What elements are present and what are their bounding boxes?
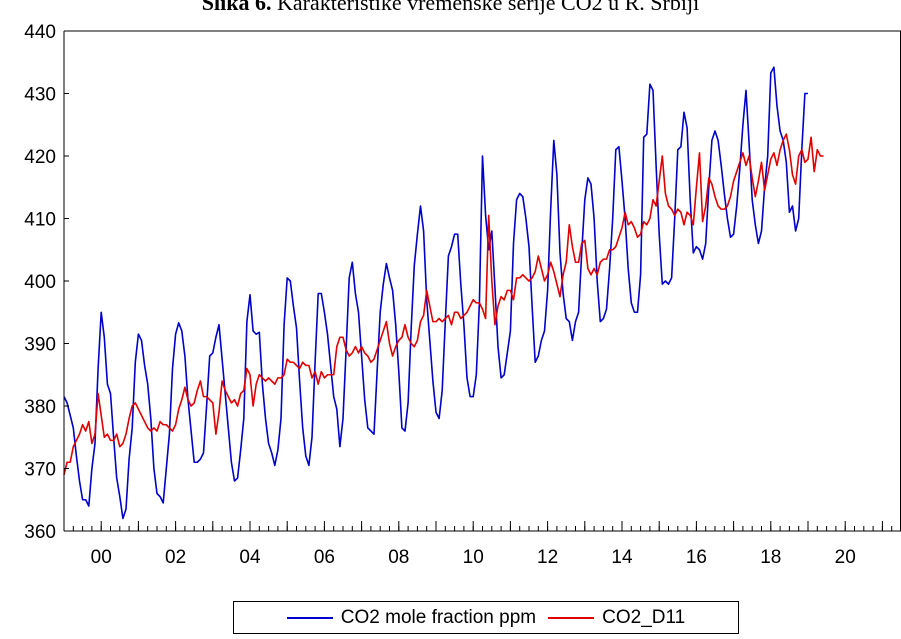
x-tick-label: 06 [314, 547, 335, 568]
y-tick-label: 410 [24, 210, 56, 231]
series-line-co2-d11 [63, 133, 824, 475]
legend-swatch-co2 [286, 616, 333, 619]
chart-title-text: Karakteristike vremenske serije CO2 u R.… [277, 0, 700, 15]
chart-title-prefix: Slika 6. [201, 0, 272, 15]
y-tick-label: 390 [24, 335, 56, 356]
x-tick-label: 18 [760, 547, 781, 568]
legend-swatch-d11 [548, 616, 595, 619]
series-line-co2 [63, 66, 808, 520]
x-tick-label: 12 [537, 547, 558, 568]
y-tick-label: 400 [24, 272, 56, 293]
y-tick-label: 420 [24, 147, 56, 168]
x-tick-label: 00 [91, 547, 112, 568]
x-tick-label: 20 [835, 547, 856, 568]
legend-item-co2: CO2 mole fraction ppm [286, 606, 537, 629]
series-layer [63, 66, 824, 520]
y-tick-label: 440 [24, 22, 56, 43]
x-tick-label: 16 [686, 547, 707, 568]
x-tick-label: 02 [165, 547, 186, 568]
chart-title: Slika 6. Karakteristike vremenske serije… [0, 0, 901, 16]
y-tick-label: 360 [24, 522, 56, 543]
x-tick-label: 10 [463, 547, 484, 568]
axis-layer: 360 370 380 390 400 410 420 430 440 00 02 04 06 08 10 1… [24, 22, 901, 568]
legend: CO2 mole fraction ppm CO2_D11 [233, 601, 739, 634]
y-tick-label: 380 [24, 397, 56, 418]
x-tick-label: 14 [611, 547, 633, 568]
y-tick-label: 430 [24, 85, 56, 106]
legend-item-d11: CO2_D11 [548, 607, 685, 629]
x-tick-label: 04 [239, 547, 261, 568]
line-chart: 360 370 380 390 400 410 420 430 440 00 02 04 06 08 10 1… [24, 22, 901, 568]
legend-label-co2: CO2 mole fraction ppm [340, 606, 537, 628]
x-tick-label: 08 [388, 547, 409, 568]
y-tick-label: 370 [24, 460, 56, 481]
legend-label-d11: CO2_D11 [602, 606, 686, 628]
